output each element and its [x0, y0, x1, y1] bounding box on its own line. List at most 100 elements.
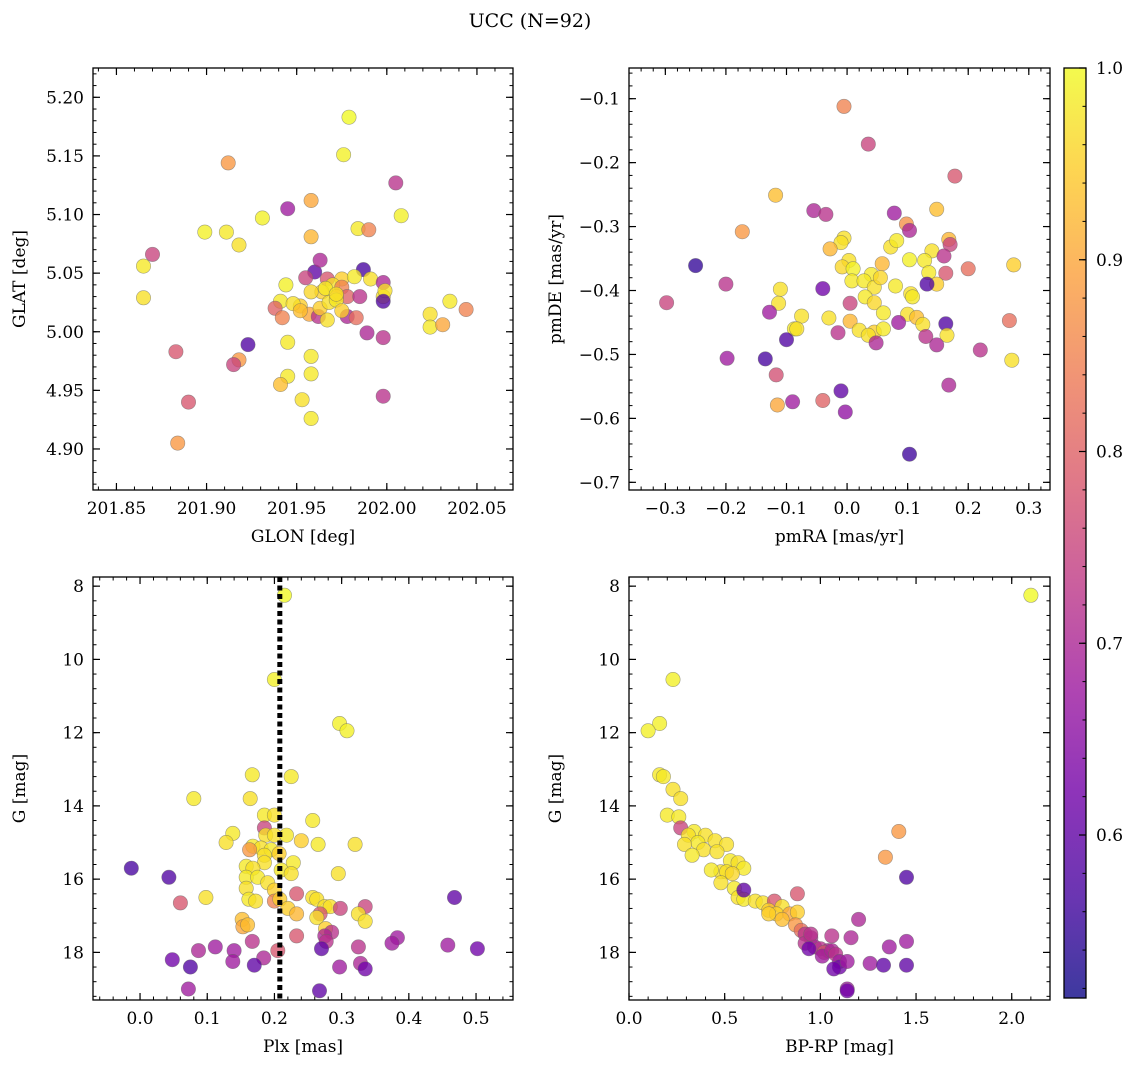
y-axis-label: G [mag]: [10, 754, 30, 823]
data-point: [947, 168, 963, 184]
y-tick-label: −0.4: [579, 282, 620, 302]
colorbar-tick-label: 0.7: [1096, 634, 1123, 654]
data-point: [836, 98, 852, 114]
data-point: [332, 900, 348, 916]
data-point: [303, 348, 319, 364]
data-point: [136, 290, 152, 306]
data-point: [665, 671, 681, 687]
x-tick-label: −0.2: [705, 499, 746, 519]
data-point: [225, 953, 241, 969]
data-point: [713, 875, 729, 891]
data-point: [198, 889, 214, 905]
data-point: [191, 943, 207, 959]
panel-1: 201.85 201.90 201.95 202.00 202.05 4.90 4.95 5.…: [10, 67, 514, 547]
y-tick-label: 5.05: [46, 264, 84, 284]
data-point: [363, 271, 379, 287]
x-tick-label: 0.3: [1015, 499, 1042, 519]
x-tick-label: 0.2: [261, 1009, 288, 1029]
data-point: [972, 342, 988, 358]
data-point: [280, 334, 296, 350]
data-point: [172, 895, 188, 911]
x-tick-label: 0.0: [127, 1009, 154, 1029]
data-point: [826, 961, 842, 977]
data-point: [246, 957, 262, 973]
data-point: [709, 844, 725, 860]
x-tick-label: 2.0: [998, 1009, 1025, 1029]
data-point: [393, 208, 409, 224]
data-point: [919, 276, 935, 292]
data-point: [851, 911, 867, 927]
data-point: [768, 367, 784, 383]
x-tick-label: 0.5: [711, 1009, 738, 1029]
data-point: [347, 836, 363, 852]
data-point: [136, 258, 152, 274]
data-point: [274, 310, 290, 326]
data-point: [168, 344, 184, 360]
data-point: [278, 277, 294, 293]
data-point: [244, 933, 260, 949]
data-point: [874, 256, 890, 272]
y-tick-label: −0.7: [579, 473, 620, 493]
axes-frame: [92, 67, 514, 491]
data-point: [724, 866, 740, 882]
data-point: [891, 823, 907, 839]
data-point: [789, 886, 805, 902]
data-point: [936, 248, 952, 264]
data-point: [821, 310, 837, 326]
data-point: [941, 377, 957, 393]
data-point: [357, 913, 373, 929]
data-point: [218, 834, 234, 850]
data-point: [289, 906, 305, 922]
data-point: [862, 955, 878, 971]
scatter-points: [136, 109, 474, 451]
data-point: [303, 366, 319, 382]
data-point: [1023, 587, 1039, 603]
data-point: [289, 886, 305, 902]
data-point: [815, 281, 831, 297]
y-tick-label: 16: [62, 870, 84, 890]
x-axis-label: GLON [deg]: [251, 527, 355, 547]
data-point: [938, 265, 954, 281]
data-point: [875, 305, 891, 321]
data-point: [1001, 313, 1017, 329]
y-axis-label: pmDE [mas/yr]: [546, 214, 566, 344]
data-point: [305, 812, 321, 828]
data-point: [292, 303, 308, 319]
data-point: [877, 849, 893, 865]
y-tick-label: −0.5: [579, 345, 620, 365]
y-tick-label: 12: [598, 724, 620, 744]
y-tick-label: 10: [62, 650, 84, 670]
y-tick-label: 4.90: [46, 440, 84, 460]
data-point: [866, 295, 882, 311]
data-point: [182, 959, 198, 975]
data-point: [719, 350, 735, 366]
colorbar-tick-label: 0.8: [1096, 443, 1123, 463]
scatter-points: [123, 587, 485, 999]
colorbar-gradient: [1064, 68, 1086, 998]
x-tick-label: 1.5: [903, 1009, 930, 1029]
data-point: [772, 281, 788, 297]
data-point: [244, 767, 260, 783]
data-point: [901, 222, 917, 238]
data-point: [881, 939, 897, 955]
data-point: [655, 769, 671, 785]
colorbar-frame: [1063, 67, 1087, 999]
scatter-points: [659, 98, 1022, 462]
colorbar: 0.6 0.7 0.8 0.9 1.0: [1063, 59, 1123, 999]
data-point: [824, 928, 840, 944]
data-point: [303, 284, 319, 300]
panels: 201.85 201.90 201.95 202.00 202.05 4.90 4.95 5.…: [10, 67, 1051, 1057]
x-tick-label: 202.00: [357, 499, 416, 519]
y-tick-label: −0.1: [579, 90, 620, 110]
data-point: [336, 147, 352, 163]
data-point: [283, 769, 299, 785]
data-point: [929, 201, 945, 217]
data-point: [898, 933, 914, 949]
x-tick-label: 0.2: [955, 499, 982, 519]
data-point: [231, 237, 247, 253]
data-point: [789, 321, 805, 337]
data-point: [891, 314, 907, 330]
data-point: [339, 723, 355, 739]
y-tick-label: 14: [598, 797, 620, 817]
x-tick-label: 202.05: [447, 499, 506, 519]
